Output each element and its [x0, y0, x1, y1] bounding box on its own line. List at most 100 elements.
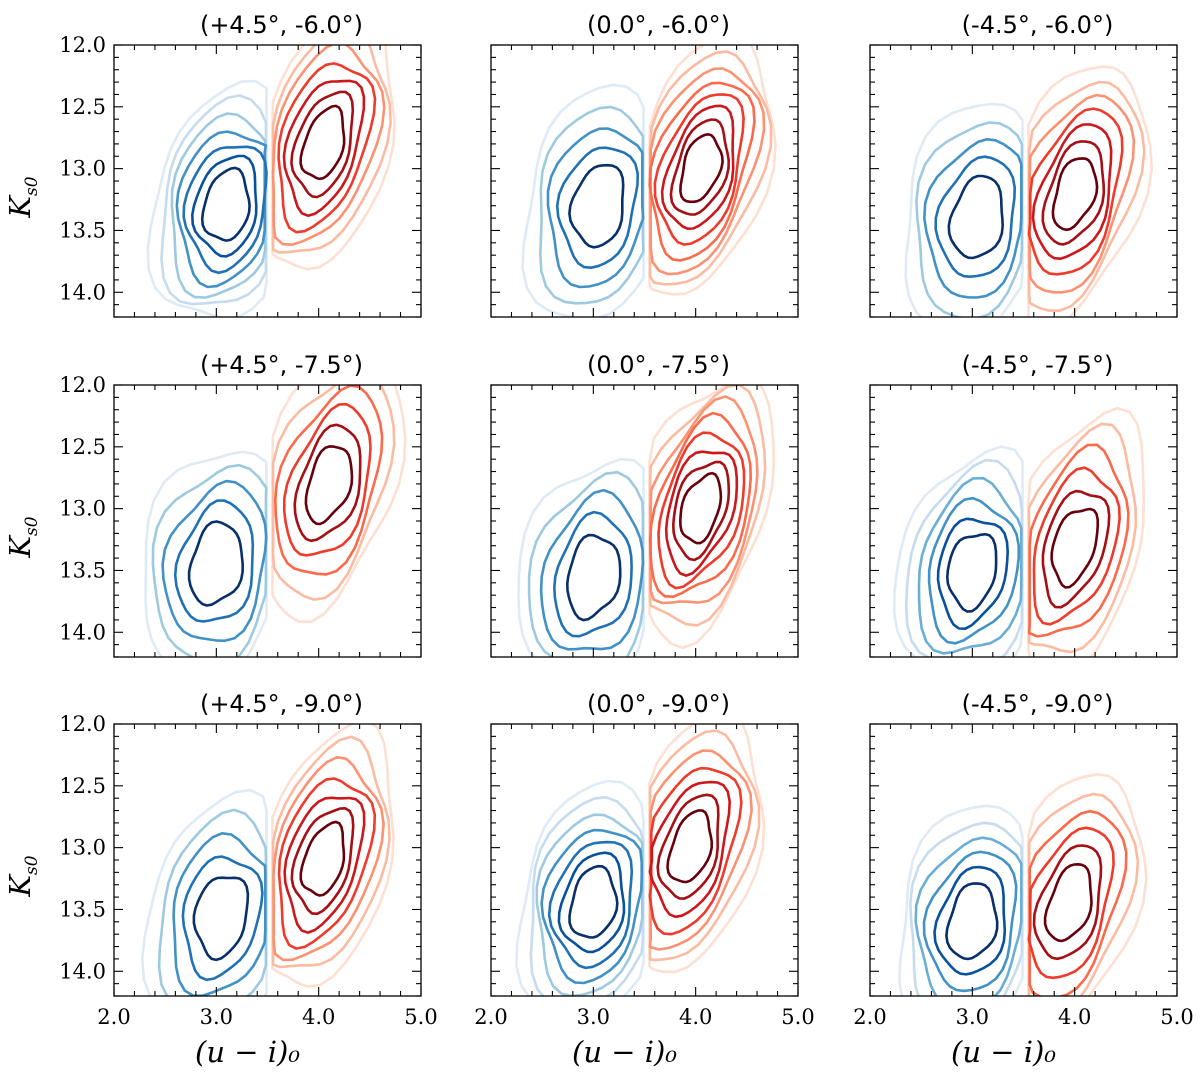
red-contour-level-5: [1032, 844, 1103, 961]
blue-contour-level-1: [146, 79, 268, 317]
x-tick-label: 4.0: [679, 1005, 712, 1029]
y-tick-label: 14.0: [59, 280, 106, 304]
blue-contour-level-4: [173, 499, 255, 623]
contour-group: [904, 65, 1153, 317]
panel-title: (-4.5°, -6.0°): [962, 11, 1114, 39]
red-contour-level-5: [657, 431, 746, 590]
blue-contour-level-7: [568, 864, 619, 939]
x-tick-label: 5.0: [404, 1005, 437, 1029]
red-contour-level-3: [274, 385, 384, 576]
panel-title: (-4.5°, -7.5°): [962, 351, 1114, 379]
x-tick-label: 3.0: [956, 1005, 989, 1029]
panel-8: (0.0°, -9.0°) 2.0 3.0 4.0 5.0 (u − i)₀: [474, 690, 814, 1069]
red-contour-level-6: [660, 104, 735, 230]
y-axis-label: Ks0: [3, 516, 42, 558]
red-contour-level-6: [1041, 140, 1106, 246]
red-contour-level-4: [282, 402, 372, 557]
y-tick-label: 14.0: [59, 959, 106, 983]
blue-contour-level-3: [546, 127, 645, 289]
blue-contour-level-4: [540, 828, 643, 985]
red-contour-level-7: [1051, 157, 1099, 232]
panel-2: (0.0°, -6.0°): [490, 11, 799, 318]
blue-contour-level-3: [917, 476, 1023, 655]
blue-contour-level-5: [187, 520, 244, 607]
contour-group: [515, 724, 766, 996]
blue-contour-level-3: [170, 112, 267, 299]
y-axis-label-subscript: s0: [22, 855, 42, 875]
x-axis-label: (u − i)₀: [951, 1035, 1056, 1069]
panel-title: (0.0°, -6.0°): [587, 11, 730, 39]
x-axis-label: (u − i)₀: [572, 1035, 677, 1069]
x-axis-label: (u − i)₀: [195, 1035, 300, 1069]
red-contour-level-5: [653, 93, 745, 246]
blue-contour-level-4: [175, 130, 268, 289]
red-contour-level-5: [1031, 123, 1113, 260]
y-tick-label: 13.0: [59, 836, 106, 860]
red-contour-level-2: [271, 385, 396, 601]
panel-title: (+4.5°, -7.5°): [200, 351, 363, 379]
blue-contour-level-4: [922, 850, 1018, 993]
panel-title: (0.0°, -9.0°): [587, 690, 730, 718]
y-tick-label: 13.5: [59, 558, 106, 582]
blue-contour-level-1: [144, 450, 268, 657]
blue-contour-level-5: [192, 876, 250, 962]
red-contour-level-7: [666, 809, 713, 884]
red-contour-level-8: [679, 471, 723, 545]
blue-contour-level-2: [539, 105, 645, 305]
panel-6: (-4.5°, -7.5°): [869, 351, 1178, 658]
red-contour-level-6: [290, 90, 355, 199]
blue-contour-level-2: [915, 121, 1024, 317]
red-contour-level-4: [648, 81, 756, 262]
x-tick-label: 2.0: [474, 1005, 507, 1029]
y-tick-label: 12.5: [59, 774, 106, 798]
blue-contour-level-5: [933, 865, 1007, 976]
blue-contour-level-3: [914, 836, 1023, 996]
blue-contour-level-3: [535, 813, 644, 996]
y-axis-label: Ks0: [3, 855, 42, 897]
blue-contour-level-1: [515, 779, 645, 996]
y-axis-label: Ks0: [3, 176, 42, 218]
red-contour-level-6: [304, 445, 354, 526]
panel-4: (+4.5°, -7.5°) 12.0 12.5 13.0 13.5 14.0 Ks0: [3, 351, 422, 658]
y-axis-label-subscript: s0: [22, 176, 42, 196]
y-tick-label: 13.5: [59, 218, 106, 242]
x-tick-label: 4.0: [302, 1005, 335, 1029]
blue-contour-level-6: [191, 154, 258, 258]
x-tick-label: 5.0: [1160, 1005, 1193, 1029]
red-contour-level-6: [1043, 863, 1093, 943]
panel-3: (-4.5°, -6.0°): [869, 11, 1178, 318]
red-contour-level-5: [293, 423, 362, 543]
x-tick-label: 2.0: [853, 1005, 886, 1029]
y-tick-label: 12.0: [59, 712, 106, 736]
contour-group: [892, 406, 1145, 657]
x-tick-label: 4.0: [1058, 1005, 1091, 1029]
y-tick-label: 13.0: [59, 157, 106, 181]
panel-7: (+4.5°, -9.0°) 12.0 12.5 13.0 13.5 14.0 Ks0 2.0…: [3, 690, 438, 1069]
blue-contour-level-4: [555, 146, 639, 269]
blue-contour-level-3: [539, 488, 645, 651]
blue-contour-level-4: [934, 155, 1016, 278]
blue-contour-level-1: [517, 457, 645, 657]
x-tick-label: 5.0: [781, 1005, 814, 1029]
blue-contour-level-2: [529, 796, 645, 996]
red-contour-level-5: [648, 780, 731, 919]
blue-contour-level-2: [909, 821, 1024, 996]
red-contour-level-5: [282, 79, 366, 217]
y-tick-label: 13.5: [59, 897, 106, 921]
red-contour-level-7: [299, 104, 346, 181]
red-contour-level-4: [648, 411, 752, 598]
blue-contour-level-2: [527, 470, 645, 657]
contour-group: [898, 773, 1148, 996]
blue-contour-level-5: [547, 840, 634, 970]
y-tick-label: 12.5: [59, 435, 106, 459]
red-contour-level-4: [1027, 107, 1124, 276]
contour-group: [146, 45, 396, 317]
blue-contour-level-1: [141, 788, 268, 996]
blue-contour-level-1: [904, 102, 1024, 317]
red-contour-level-3: [272, 756, 385, 962]
blue-contour-level-5: [566, 533, 622, 622]
red-contour-level-6: [656, 793, 720, 900]
blue-contour-level-2: [160, 94, 268, 306]
blue-contour-level-1: [892, 445, 1024, 657]
red-contour-level-4: [277, 777, 377, 950]
